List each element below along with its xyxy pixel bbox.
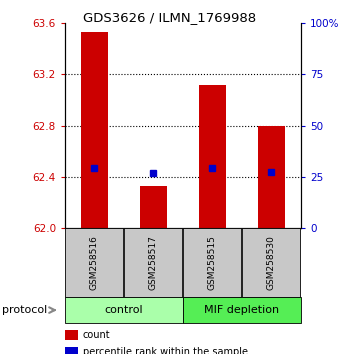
- Text: GSM258516: GSM258516: [90, 235, 99, 290]
- Text: GSM258515: GSM258515: [208, 235, 217, 290]
- Bar: [81, 32, 108, 228]
- Text: count: count: [83, 330, 110, 340]
- Text: GSM258517: GSM258517: [149, 235, 158, 290]
- Bar: [140, 186, 167, 228]
- Text: MIF depletion: MIF depletion: [204, 305, 279, 315]
- Bar: [199, 85, 226, 228]
- Text: control: control: [105, 305, 143, 315]
- Text: GSM258530: GSM258530: [267, 235, 276, 290]
- Text: GDS3626 / ILMN_1769988: GDS3626 / ILMN_1769988: [83, 11, 257, 24]
- Text: protocol: protocol: [2, 305, 47, 315]
- Text: percentile rank within the sample: percentile rank within the sample: [83, 347, 248, 354]
- Bar: [258, 126, 285, 228]
